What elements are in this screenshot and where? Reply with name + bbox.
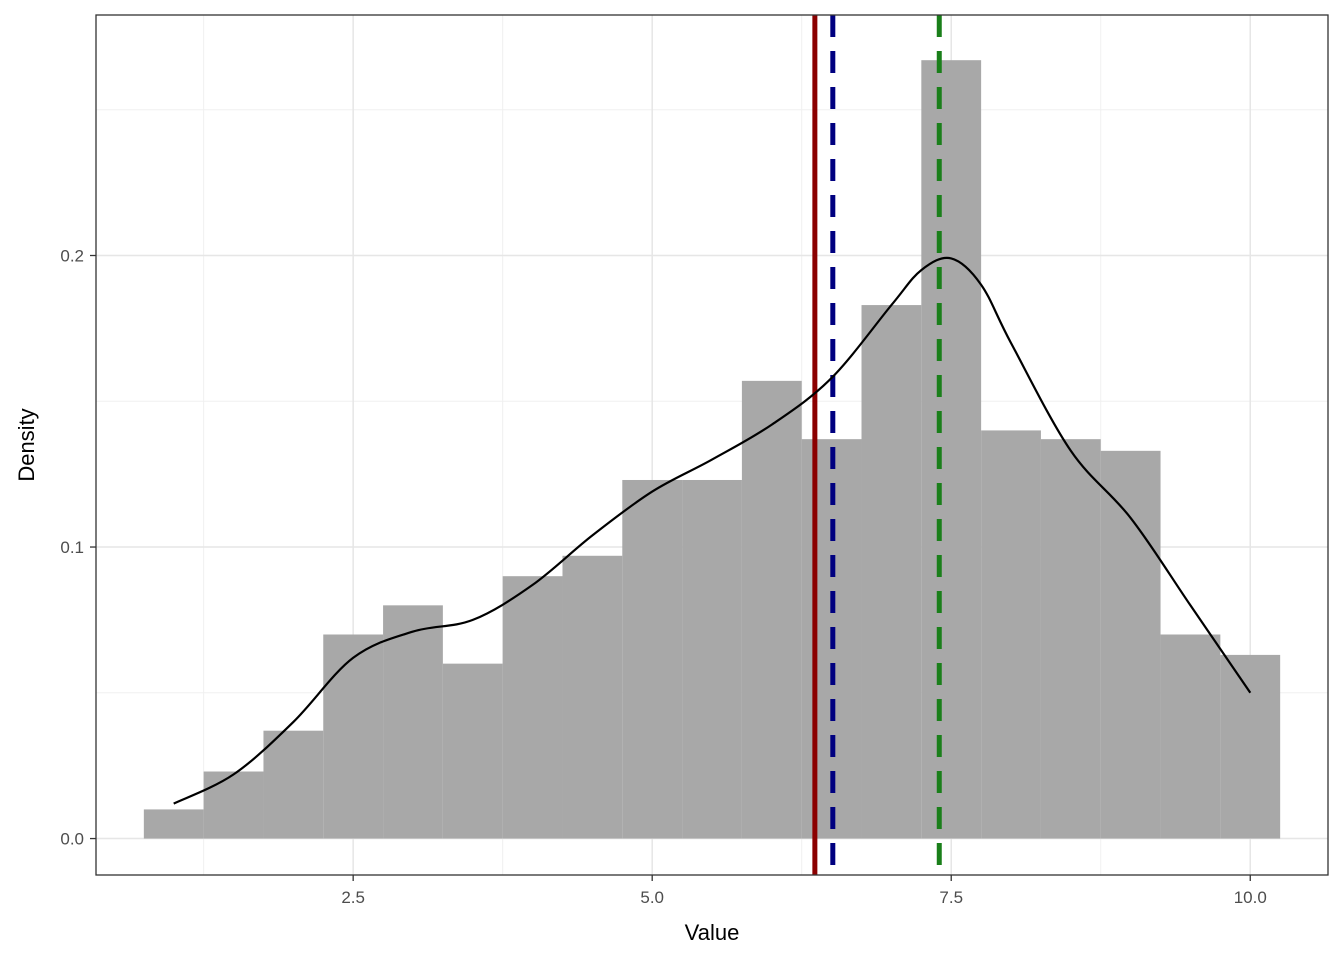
x-tick-label: 7.5 bbox=[939, 888, 963, 907]
histogram-bar bbox=[861, 305, 922, 839]
y-tick-label: 0.0 bbox=[60, 830, 84, 849]
histogram-bar bbox=[383, 605, 443, 839]
y-tick-label: 0.1 bbox=[60, 538, 84, 557]
histogram-bar bbox=[263, 730, 324, 839]
x-axis: 2.5 5.0 7.5 10.0 bbox=[341, 875, 1267, 907]
histogram-bar bbox=[502, 576, 563, 839]
plot-panel-border bbox=[95, 14, 1329, 876]
histogram-bar bbox=[323, 634, 384, 839]
y-axis: 0.0 0.1 0.2 bbox=[60, 247, 96, 849]
y-tick-label: 0.2 bbox=[60, 247, 84, 266]
histogram-bar bbox=[981, 430, 1041, 839]
y-axis-title: Density bbox=[14, 408, 39, 481]
histogram-bar bbox=[203, 771, 264, 839]
histogram-bar bbox=[442, 663, 503, 839]
x-tick-label: 2.5 bbox=[341, 888, 365, 907]
histogram-bar bbox=[622, 479, 683, 839]
histogram-bar bbox=[1040, 439, 1101, 839]
x-tick-label: 10.0 bbox=[1234, 888, 1267, 907]
histogram-bar bbox=[143, 809, 204, 839]
histogram-bar bbox=[682, 479, 742, 839]
histogram-bar bbox=[741, 380, 802, 839]
reference-lines bbox=[812, 15, 942, 875]
density-curve bbox=[173, 256, 1252, 805]
histogram-bars bbox=[143, 60, 1281, 839]
histogram-bar bbox=[1100, 450, 1161, 839]
histogram-bar bbox=[1220, 654, 1281, 839]
histogram-bar bbox=[921, 60, 982, 839]
x-tick-label: 5.0 bbox=[640, 888, 664, 907]
histogram-bar bbox=[1160, 634, 1221, 839]
x-axis-title: Value bbox=[685, 920, 740, 945]
histogram-bar bbox=[562, 555, 623, 839]
